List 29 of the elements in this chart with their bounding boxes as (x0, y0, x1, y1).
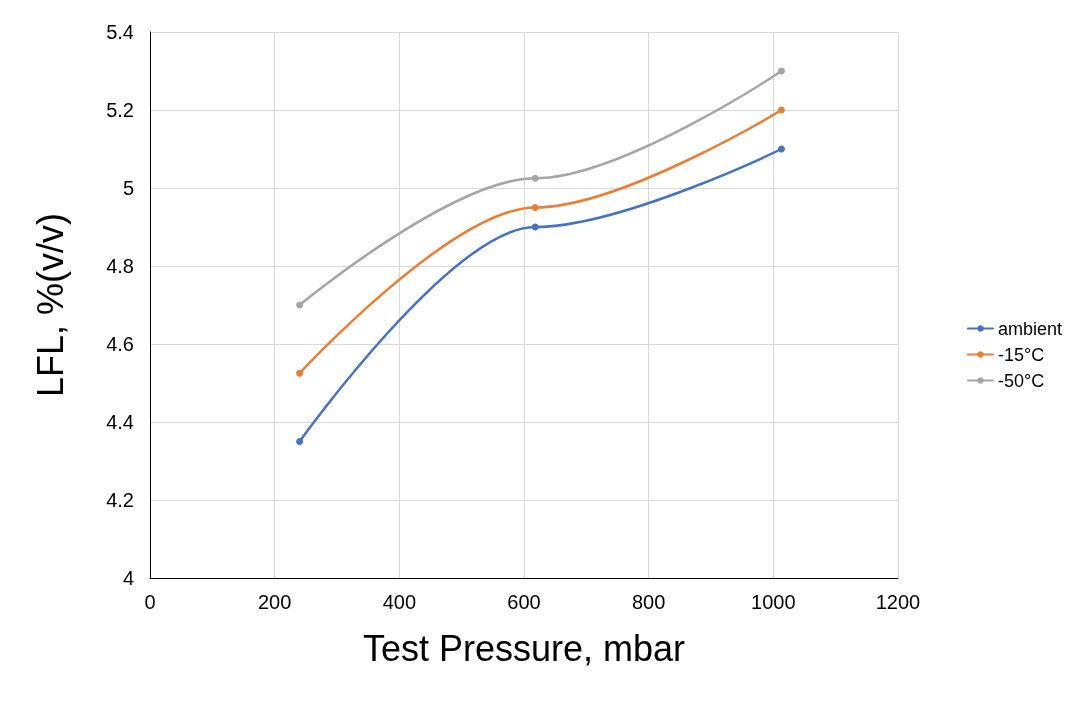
point (531, 174, 539, 182)
y-tick-label: 4.6 (106, 333, 134, 355)
x-tick-label: 1200 (875, 591, 921, 613)
y-tick-label: 4.2 (106, 489, 134, 511)
x-axis-title: Test Pressure, mbar (362, 627, 686, 669)
y-tick-label: 5 (122, 177, 134, 199)
point (531, 204, 539, 211)
legend-label: -50°C (997, 370, 1045, 391)
y-axis-title: LFL, %(v/v) (29, 212, 71, 398)
y-tick-label: 5.4 (106, 21, 134, 43)
x-tick-label: 200 (257, 591, 292, 613)
x-tick-label: 800 (631, 591, 666, 613)
x-tick-label: 400 (382, 591, 417, 613)
x-tick-label: 1000 (751, 591, 796, 613)
y-tick-label: 5.2 (106, 99, 134, 121)
y-tick-label: 4 (122, 567, 134, 589)
point (777, 145, 785, 153)
point (296, 301, 304, 309)
point (531, 223, 539, 231)
y-tick-label: 4.8 (106, 255, 134, 277)
legend-label: ambient (997, 318, 1063, 339)
point (777, 67, 785, 75)
x-tick-label: 0 (144, 591, 156, 613)
y-tick-label: 4.4 (106, 411, 134, 433)
point (296, 369, 304, 377)
point (777, 106, 785, 114)
x-tick-label: 600 (507, 591, 541, 613)
point (296, 438, 304, 445)
legend-label: -15°C (997, 344, 1045, 365)
